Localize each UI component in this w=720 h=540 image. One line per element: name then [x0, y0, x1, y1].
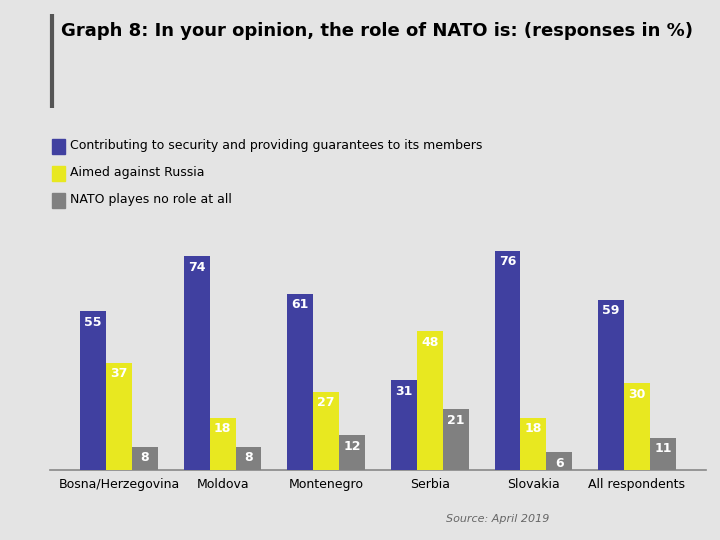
- Text: 18: 18: [214, 422, 231, 435]
- Text: 59: 59: [603, 304, 620, 317]
- Text: 31: 31: [395, 384, 413, 398]
- Text: 8: 8: [244, 451, 253, 464]
- Text: 27: 27: [318, 396, 335, 409]
- Text: 76: 76: [499, 255, 516, 268]
- Text: Contributing to security and providing guarantees to its members: Contributing to security and providing g…: [70, 139, 482, 152]
- Bar: [287, 294, 313, 470]
- Bar: [443, 409, 469, 470]
- Text: 74: 74: [188, 261, 205, 274]
- Text: 6: 6: [555, 457, 564, 470]
- Text: 48: 48: [421, 336, 438, 349]
- Text: Aimed against Russia: Aimed against Russia: [70, 166, 204, 179]
- Bar: [313, 392, 339, 470]
- Text: 55: 55: [84, 315, 102, 328]
- Bar: [521, 418, 546, 470]
- Text: Graph 8: In your opinion, the role of NATO is: (responses in %): Graph 8: In your opinion, the role of NA…: [61, 22, 693, 39]
- Text: 12: 12: [343, 440, 361, 453]
- Bar: [391, 380, 417, 470]
- Text: 37: 37: [110, 367, 127, 380]
- Text: Source: April 2019: Source: April 2019: [446, 514, 550, 524]
- Bar: [417, 332, 443, 470]
- Text: 21: 21: [447, 414, 464, 427]
- Text: 18: 18: [525, 422, 542, 435]
- Text: 30: 30: [629, 388, 646, 401]
- Text: NATO playes no role at all: NATO playes no role at all: [70, 193, 232, 206]
- Bar: [184, 256, 210, 470]
- Bar: [598, 300, 624, 470]
- Text: 61: 61: [292, 298, 309, 311]
- Bar: [624, 383, 650, 470]
- Bar: [106, 363, 132, 470]
- Bar: [339, 435, 365, 470]
- Bar: [210, 418, 235, 470]
- Bar: [650, 438, 676, 470]
- Text: 11: 11: [654, 442, 672, 455]
- Bar: [132, 447, 158, 470]
- Bar: [235, 447, 261, 470]
- Bar: [80, 311, 106, 470]
- Text: 8: 8: [140, 451, 149, 464]
- Bar: [495, 251, 521, 470]
- Bar: [546, 453, 572, 470]
